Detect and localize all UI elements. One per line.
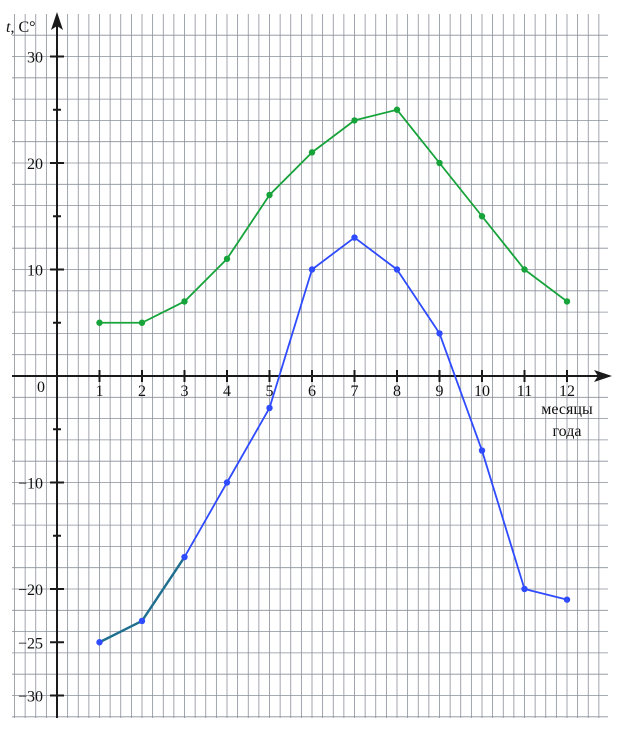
y-axis-title: t, C°: [6, 19, 36, 36]
data-point-upper: [96, 319, 103, 326]
y-tick-label: −30: [18, 689, 43, 706]
x-tick-label: 12: [559, 383, 575, 400]
data-point-lower: [436, 330, 443, 337]
data-point-lower: [563, 596, 571, 603]
data-point-lower: [308, 266, 316, 273]
data-point-lower: [181, 553, 188, 561]
data-point-upper: [393, 106, 401, 113]
x-tick-label: 7: [351, 383, 359, 400]
x-tick-label: 1: [96, 383, 104, 400]
grid: [12, 14, 608, 718]
data-point-upper: [223, 255, 231, 263]
data-point-lower: [478, 447, 486, 454]
x-tick-label: 2: [138, 383, 146, 400]
data-point-lower: [223, 479, 231, 486]
x-tick-label: 9: [436, 383, 444, 400]
data-point-upper: [266, 191, 273, 199]
data-point-upper: [436, 159, 443, 167]
y-tick-label: 10: [27, 263, 43, 280]
data-point-lower: [393, 266, 401, 273]
x-tick-label: 3: [181, 383, 189, 400]
y-axis-variable: t: [6, 19, 11, 36]
data-point-lower: [351, 234, 358, 241]
x-tick-label: 11: [517, 383, 532, 400]
y-axis-arrow: [51, 12, 63, 30]
data-point-upper: [351, 117, 358, 124]
series-line-upper: [99, 108, 568, 324]
data-point-lower: [96, 639, 103, 646]
origin-label: 0: [37, 379, 45, 396]
data-point-upper: [308, 149, 316, 156]
data-point-lower: [266, 404, 273, 412]
data-point-upper: [521, 266, 528, 273]
data-point-upper: [478, 213, 486, 220]
data-point-lower: [138, 617, 146, 625]
axes: [12, 12, 612, 718]
x-tick-label: 5: [266, 383, 274, 400]
x-tick-label: 10: [474, 383, 490, 400]
x-tick-label: 8: [393, 383, 401, 400]
ticks: [50, 55, 568, 697]
series-group: [96, 106, 571, 646]
data-point-upper: [563, 298, 571, 305]
y-tick-label: −10: [18, 476, 43, 493]
x-tick-label: 6: [308, 383, 316, 400]
y-tick-label: 30: [27, 50, 43, 67]
x-axis-title-line2: года: [553, 423, 582, 440]
data-point-lower: [521, 585, 528, 593]
y-tick-label: −20: [18, 582, 43, 599]
x-axis-title-line1: месяцы: [541, 401, 593, 418]
data-point-upper: [181, 298, 188, 305]
y-axis-unit: , C°: [10, 19, 35, 36]
x-axis-arrow: [594, 370, 612, 382]
x-tick-label: 4: [223, 383, 231, 400]
data-point-upper: [138, 319, 146, 326]
y-tick-label: −25: [18, 635, 43, 652]
y-tick-label: 20: [27, 156, 43, 173]
